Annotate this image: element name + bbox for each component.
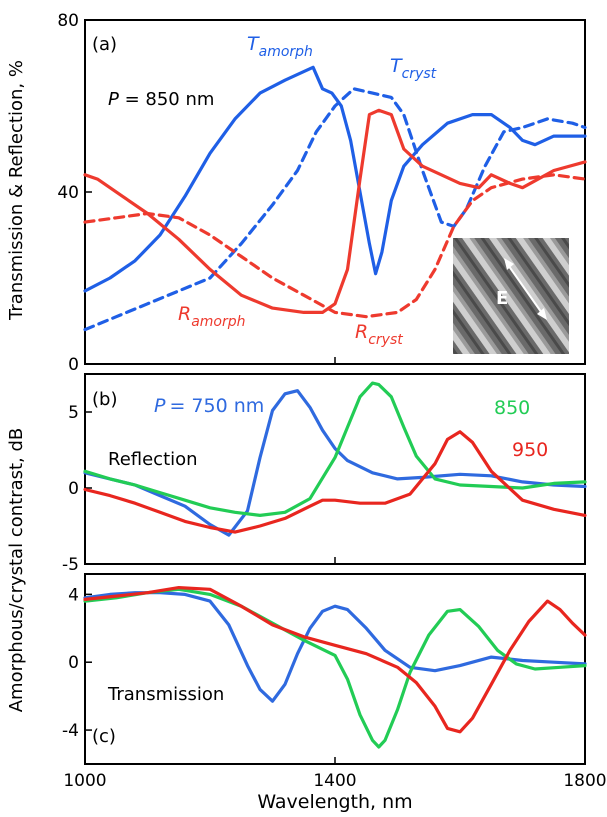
panel-a-annotation-rest: = 850 nm [119, 89, 215, 110]
series-line-r_amorph [83, 108, 587, 314]
panel-a-label: (a) [92, 34, 117, 55]
label-t-amorph-base: T [247, 33, 260, 55]
label-r-amorph: Ramorph [178, 303, 246, 330]
label-r-cryst-sub: cryst [368, 332, 403, 348]
y-tick-label: -5 [62, 555, 79, 575]
label-t-amorph: Tamorph [247, 33, 313, 60]
panel-c-frame [84, 573, 586, 765]
label-950: 950 [512, 439, 548, 461]
series-line-p850 [83, 381, 587, 517]
series-line-t850 [83, 587, 587, 749]
series-line-t750 [83, 591, 587, 703]
e-field-label: E [496, 288, 508, 309]
series-line-t950 [83, 586, 587, 734]
plot-layer: 0 40 80 -5 0 5 -4 0 4 1000 1400 1800 [57, 11, 606, 791]
panel-a-annotation: P = 850 nm [108, 89, 214, 110]
y-tick-label: 0 [68, 479, 79, 499]
y-tick-label: 80 [57, 11, 79, 31]
series-line-t_amorph [83, 65, 587, 293]
panel-c-label: (c) [92, 726, 116, 747]
x-tick-label: 1400 [313, 771, 356, 791]
panel-b-label: (b) [92, 389, 117, 410]
label-t-amorph-sub: amorph [259, 44, 313, 60]
y-tick-label: 5 [68, 403, 79, 423]
y-tick-label: -4 [62, 721, 79, 741]
series-line-r_cryst [83, 173, 587, 319]
series-line-t_cryst [83, 87, 587, 332]
series-line-p950 [83, 430, 587, 534]
y-axis-title-bc: Amorphous/crystal contrast, dB [6, 428, 27, 713]
y-axis-title-a: Transmission & Reflection, % [6, 60, 27, 321]
e-field-arrowhead-bottom [537, 308, 547, 320]
label-p750-var: P [154, 395, 166, 417]
label-r-amorph-sub: amorph [191, 314, 245, 330]
panel-a-annotation-var: P [108, 89, 119, 110]
label-p750-rest: = 750 nm [169, 395, 264, 417]
y-tick-label: 0 [68, 355, 79, 375]
label-t-cryst: Tcryst [390, 55, 437, 82]
e-field-arrow [505, 261, 545, 317]
label-t-cryst-sub: cryst [402, 66, 437, 82]
y-tick-label: 4 [68, 585, 79, 605]
y-tick-label: 0 [68, 653, 79, 673]
label-reflection: Reflection [108, 449, 198, 470]
label-850: 850 [494, 397, 530, 419]
series-line-p750 [83, 389, 587, 537]
y-tick-label: 40 [57, 183, 79, 203]
x-axis-title: Wavelength, nm [257, 791, 412, 813]
label-r-cryst: Rcryst [355, 321, 403, 348]
label-r-amorph-base: R [178, 303, 191, 325]
label-r-cryst-base: R [355, 321, 368, 343]
label-t-cryst-base: T [390, 55, 403, 77]
e-field-arrowhead-top [504, 258, 514, 270]
label-p750: P = 750 nm [154, 395, 264, 417]
label-transmission: Transmission [107, 684, 224, 705]
x-tick-label: 1000 [63, 771, 106, 791]
x-tick-label: 1800 [563, 771, 606, 791]
sem-inset [453, 238, 569, 354]
